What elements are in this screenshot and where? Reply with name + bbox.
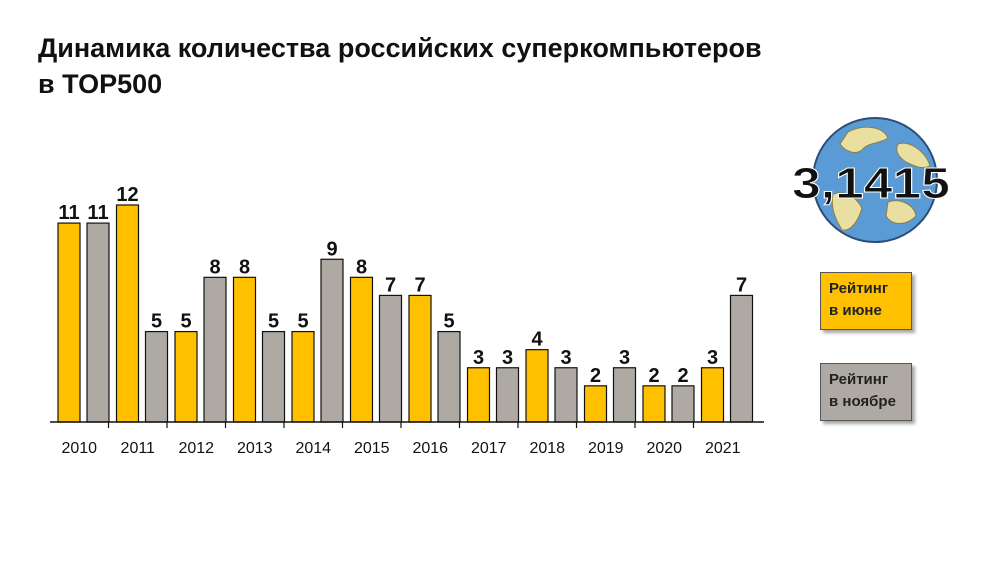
bar-november-2012: [203, 276, 227, 423]
pi-globe-logo: 3,1415: [788, 114, 958, 254]
bars-layer: [57, 204, 754, 423]
data-label-november-2020: 2: [677, 365, 688, 387]
bar-november-2021: [729, 294, 754, 423]
tick-label-2011: 2011: [121, 440, 156, 457]
bar-november-2018: [554, 367, 578, 423]
data-label-june-2019: 2: [590, 365, 601, 387]
bar-november-2020: [671, 385, 695, 423]
globe-icon: 3,1415: [792, 117, 951, 243]
title-line-2: в TOP500: [38, 69, 163, 99]
legend-item-november: Рейтинг в ноябре: [820, 363, 912, 421]
tick-label-2019: 2019: [588, 440, 624, 457]
bar-june-2018: [525, 349, 549, 423]
bar-november-2011: [144, 330, 169, 423]
data-label-june-2017: 3: [473, 347, 484, 369]
data-label-november-2016: 5: [443, 311, 454, 333]
tick-label-2018: 2018: [529, 440, 565, 457]
data-label-june-2021: 3: [707, 347, 718, 369]
data-label-november-2015: 7: [385, 274, 396, 296]
tick-label-2017: 2017: [471, 440, 507, 457]
legend-item-june: Рейтинг в июне: [820, 272, 912, 330]
tick-marks-layer: [107, 422, 695, 428]
tick-label-2013: 2013: [237, 440, 273, 457]
data-label-june-2010: 11: [58, 202, 79, 224]
bar-june-2013: [232, 276, 257, 423]
legend-november-line-2: в ноябре: [829, 393, 896, 410]
bar-november-2019: [612, 367, 637, 423]
bar-june-2020: [642, 385, 666, 423]
bar-june-2016: [408, 294, 432, 423]
data-label-november-2019: 3: [619, 347, 630, 369]
bar-june-2010: [57, 222, 81, 423]
legend-june-line-2: в июне: [829, 302, 882, 319]
data-label-november-2012: 8: [209, 256, 220, 278]
slide-title: Динамика количества российских суперкомп…: [38, 30, 938, 102]
bar-june-2011: [115, 204, 140, 423]
data-label-november-2014: 9: [326, 238, 337, 260]
bar-november-2016: [437, 330, 461, 423]
data-label-june-2014: 5: [297, 311, 308, 333]
data-label-june-2015: 8: [356, 256, 367, 278]
bar-november-2013: [261, 330, 286, 423]
data-label-june-2012: 5: [180, 311, 191, 333]
data-label-november-2011: 5: [151, 311, 162, 333]
bar-november-2010: [86, 222, 110, 423]
data-label-june-2013: 8: [239, 256, 250, 278]
legend-june-line-1: Рейтинг: [829, 280, 889, 297]
logo-text: 3,1415: [792, 159, 950, 208]
tick-label-2014: 2014: [295, 440, 331, 457]
bar-june-2014: [291, 330, 315, 423]
bar-november-2014: [320, 258, 344, 423]
bar-november-2017: [495, 367, 520, 423]
data-label-june-2020: 2: [648, 365, 659, 387]
tick-labels-layer: 2010 2011 2012 2013 2014 2015 2016 2017 2018 2019…: [61, 440, 740, 457]
bar-june-2017: [466, 367, 491, 423]
data-label-november-2018: 3: [560, 347, 571, 369]
tick-label-2020: 2020: [646, 440, 682, 457]
tick-label-2021: 2021: [705, 440, 741, 457]
bar-june-2015: [349, 276, 374, 423]
data-label-november-2017: 3: [502, 347, 513, 369]
data-label-june-2016: 7: [414, 274, 425, 296]
tick-label-2016: 2016: [412, 440, 448, 457]
tick-label-2010: 2010: [61, 440, 97, 457]
bar-june-2021: [700, 367, 725, 423]
title-line-1: Динамика количества российских суперкомп…: [38, 33, 762, 63]
data-label-june-2011: 12: [116, 184, 138, 206]
data-label-november-2021: 7: [736, 274, 747, 296]
data-label-june-2018: 4: [531, 329, 543, 351]
legend-november-line-1: Рейтинг: [829, 371, 889, 388]
bar-november-2015: [378, 294, 403, 423]
bar-june-2012: [174, 330, 198, 423]
data-label-november-2013: 5: [268, 311, 279, 333]
data-label-november-2010: 11: [87, 202, 108, 224]
bar-june-2019: [583, 385, 608, 423]
tick-label-2012: 2012: [178, 440, 214, 457]
tick-label-2015: 2015: [354, 440, 390, 457]
